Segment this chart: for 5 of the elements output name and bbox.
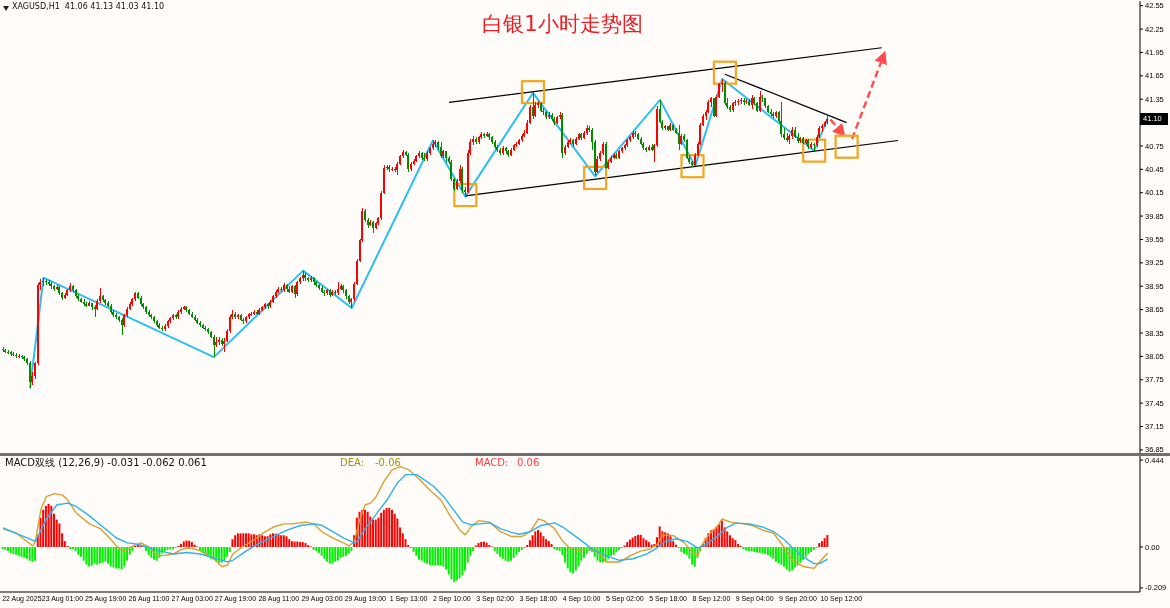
annotation: -0.06 bbox=[375, 457, 401, 468]
annotation: MACD: bbox=[475, 457, 509, 468]
annotation: DEA: bbox=[340, 457, 365, 468]
annotation: 0.06 bbox=[517, 457, 540, 468]
annotation: MACD双线 (12,26,9) -0.031 -0.062 0.061 bbox=[5, 457, 207, 468]
